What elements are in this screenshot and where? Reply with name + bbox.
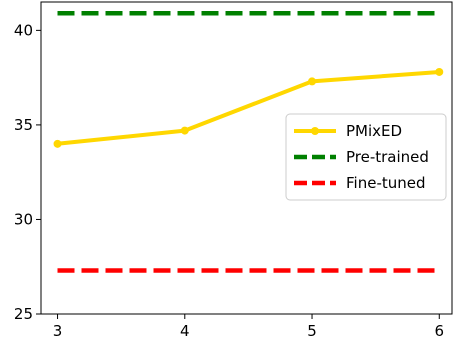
data-point (308, 77, 317, 86)
x-tick-label: 3 (53, 322, 63, 340)
x-tick-label: 4 (180, 322, 190, 340)
x-tick-label: 6 (435, 322, 445, 340)
y-tick-label: 30 (14, 210, 33, 228)
legend-box (285, 113, 447, 201)
data-point (53, 139, 62, 148)
axes-frame (40, 1, 453, 315)
data-point (180, 126, 189, 135)
legend: PMixED Pre-trained Fine-tuned (285, 113, 447, 201)
y-tick-label: 35 (14, 116, 33, 134)
data-point (435, 67, 444, 76)
x-tick-label: 5 (307, 322, 317, 340)
legend-label: Pre-trained (346, 148, 429, 166)
series-line-pmixed (57, 70, 440, 146)
legend-label: Fine-tuned (346, 174, 426, 192)
legend-label: PMixED (346, 122, 402, 140)
series-layer (53, 11, 444, 273)
axes-layer: 3 4 5 6 25 30 35 40 (14, 1, 453, 340)
legend-marker (311, 127, 319, 135)
y-tick-label: 40 (14, 21, 33, 39)
y-tick-label: 25 (14, 305, 33, 323)
